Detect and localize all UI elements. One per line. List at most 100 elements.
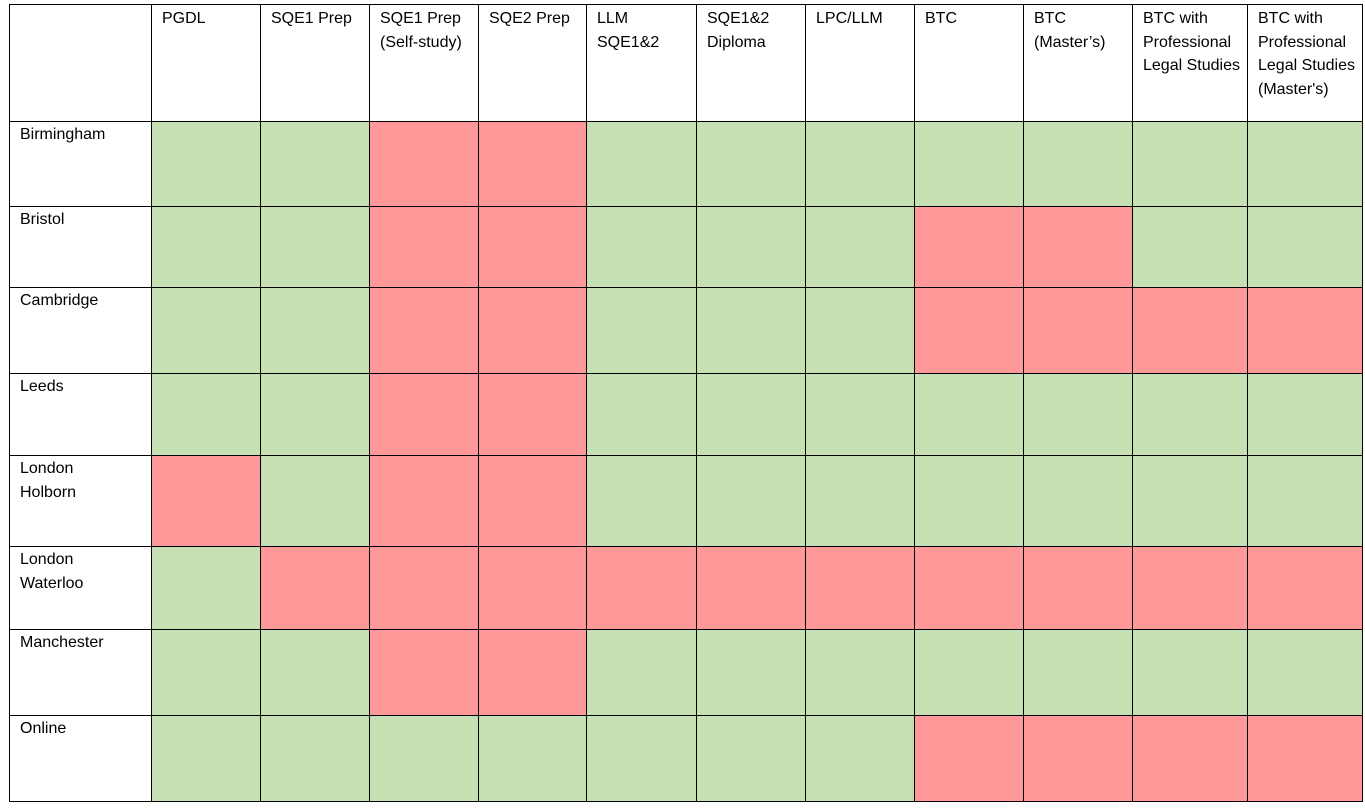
column-header-label: SQE2 Prep	[489, 10, 570, 27]
available-cell	[1023, 121, 1133, 207]
availability-table: PGDL SQE1 Prep SQE1 Prep (Self-study) SQE2 …	[9, 4, 1363, 802]
available-cell	[1132, 455, 1248, 547]
unavailable-cell	[478, 206, 587, 288]
table-row: Cambridge	[9, 287, 1363, 374]
available-cell	[1247, 373, 1363, 456]
column-header: LLM SQE1&2	[586, 4, 697, 122]
available-cell	[805, 455, 915, 547]
unavailable-cell	[369, 121, 479, 207]
available-cell	[260, 287, 370, 374]
available-cell	[260, 206, 370, 288]
column-header-label: BTC with Professional Legal Studies	[1143, 10, 1240, 74]
column-header: SQE1&2 Diploma	[696, 4, 806, 122]
available-cell	[1023, 455, 1133, 547]
available-cell	[914, 629, 1024, 716]
available-cell	[260, 629, 370, 716]
available-cell	[1247, 121, 1363, 207]
unavailable-cell	[914, 206, 1024, 288]
available-cell	[805, 715, 915, 802]
unavailable-cell	[805, 546, 915, 630]
available-cell	[696, 455, 806, 547]
column-header-label: BTC	[925, 10, 957, 27]
available-cell	[586, 121, 697, 207]
available-cell	[914, 373, 1024, 456]
column-header: SQE2 Prep	[478, 4, 587, 122]
row-header-label: London Holborn	[20, 460, 77, 501]
row-header: Leeds	[9, 373, 152, 456]
available-cell	[260, 373, 370, 456]
row-header: London Waterloo	[9, 546, 152, 630]
available-cell	[1132, 206, 1248, 288]
unavailable-cell	[478, 121, 587, 207]
available-cell	[696, 121, 806, 207]
table-row: Birmingham	[9, 121, 1363, 207]
available-cell	[260, 121, 370, 207]
column-header: BTC	[914, 4, 1024, 122]
column-header-label: SQE1 Prep	[271, 10, 352, 27]
available-cell	[1132, 373, 1248, 456]
header-row: PGDL SQE1 Prep SQE1 Prep (Self-study) SQE2 …	[9, 4, 1363, 122]
available-cell	[586, 629, 697, 716]
column-header-label: BTC (Master’s)	[1034, 10, 1106, 51]
column-header: BTC with Professional Legal Studies (Mas…	[1247, 4, 1363, 122]
row-header: Online	[9, 715, 152, 802]
unavailable-cell	[369, 546, 479, 630]
unavailable-cell	[1023, 715, 1133, 802]
available-cell	[1132, 121, 1248, 207]
available-cell	[696, 206, 806, 288]
column-header: BTC with Professional Legal Studies	[1132, 4, 1248, 122]
unavailable-cell	[369, 287, 479, 374]
row-header-label: Cambridge	[20, 292, 99, 309]
unavailable-cell	[478, 455, 587, 547]
column-header-label: SQE1 Prep (Self-study)	[380, 10, 462, 51]
available-cell	[805, 629, 915, 716]
available-cell	[696, 373, 806, 456]
unavailable-cell	[696, 546, 806, 630]
available-cell	[1247, 206, 1363, 288]
row-header: Manchester	[9, 629, 152, 716]
unavailable-cell	[478, 287, 587, 374]
table-row: Online	[9, 715, 1363, 802]
unavailable-cell	[369, 455, 479, 547]
row-header: Cambridge	[9, 287, 152, 374]
table-row: Leeds	[9, 373, 1363, 456]
available-cell	[151, 373, 261, 456]
unavailable-cell	[1023, 287, 1133, 374]
unavailable-cell	[369, 206, 479, 288]
unavailable-cell	[369, 373, 479, 456]
column-header-label: SQE1&2 Diploma	[707, 10, 770, 51]
unavailable-cell	[1023, 546, 1133, 630]
available-cell	[1023, 373, 1133, 456]
available-cell	[369, 715, 479, 802]
row-header-label: Birmingham	[20, 126, 106, 143]
column-header-label: BTC with Professional Legal Studies (Mas…	[1258, 10, 1355, 98]
unavailable-cell	[260, 546, 370, 630]
available-cell	[805, 121, 915, 207]
available-cell	[586, 206, 697, 288]
unavailable-cell	[478, 629, 587, 716]
unavailable-cell	[1023, 206, 1133, 288]
row-header: London Holborn	[9, 455, 152, 547]
row-header-label: Bristol	[20, 211, 65, 228]
row-header: Bristol	[9, 206, 152, 288]
unavailable-cell	[1132, 546, 1248, 630]
unavailable-cell	[586, 546, 697, 630]
unavailable-cell	[1132, 715, 1248, 802]
available-cell	[696, 629, 806, 716]
available-cell	[151, 629, 261, 716]
unavailable-cell	[914, 546, 1024, 630]
unavailable-cell	[1132, 287, 1248, 374]
available-cell	[151, 715, 261, 802]
table-row: London Waterloo	[9, 546, 1363, 630]
row-header: Birmingham	[9, 121, 152, 207]
available-cell	[805, 287, 915, 374]
available-cell	[1247, 629, 1363, 716]
column-header: BTC (Master’s)	[1023, 4, 1133, 122]
available-cell	[260, 715, 370, 802]
row-header-label: Online	[20, 720, 67, 737]
table-row: London Holborn	[9, 455, 1363, 547]
column-header: SQE1 Prep	[260, 4, 370, 122]
available-cell	[805, 373, 915, 456]
unavailable-cell	[369, 629, 479, 716]
column-header-label: PGDL	[162, 10, 206, 27]
